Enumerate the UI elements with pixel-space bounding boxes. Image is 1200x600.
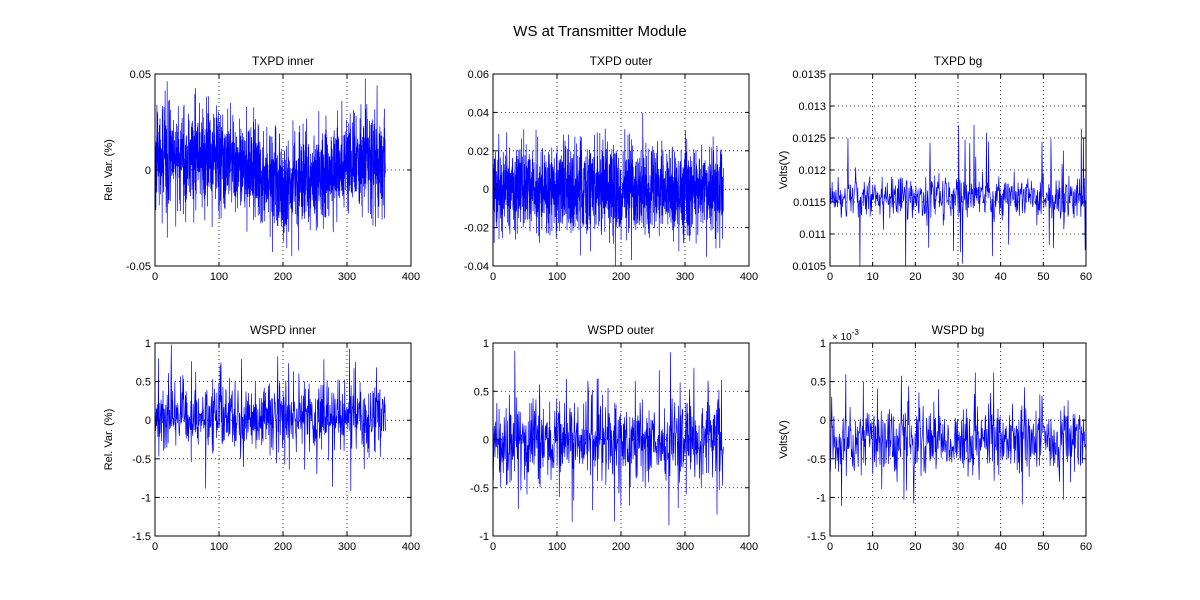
chart-6-xtick-label-2: 20 [909,541,921,553]
chart-2-ytick-label-4: 0.04 [468,107,489,119]
chart-3-xtick-label-4: 40 [995,271,1007,283]
chart-6-xtick-label-1: 10 [867,541,879,553]
chart-2-xtick-label-1: 100 [548,271,566,283]
chart-2-xtick-label-2: 200 [612,271,630,283]
chart-1-xtick-label-2: 200 [274,271,292,283]
chart-3-ytick-label-4: 0.0125 [792,133,826,145]
chart-4-ytick-label-5: 1 [145,338,151,350]
chart-5-ytick-label-2: 0 [483,435,489,447]
chart-6-ytick-label-3: 0 [820,415,826,427]
chart-4-xtick-label-4: 400 [402,541,420,553]
chart-6-ylabel: Volts(V) [778,420,790,459]
chart-3-xtick-label-6: 60 [1080,271,1092,283]
chart-2-ytick-label-5: 0.06 [468,69,489,81]
chart-6-ytick-label-5: 1 [820,338,826,350]
chart-5-xtick-label-3: 300 [676,541,694,553]
chart-6-series-line-1 [830,372,1086,507]
chart-6-ytick-label-2: -0.5 [807,454,826,466]
chart-3-ytick-label-3: 0.012 [798,165,826,177]
chart-1-xtick-label-3: 300 [338,271,356,283]
chart-6-xtick-label-3: 30 [952,541,964,553]
chart-3-xtick-label-2: 20 [909,271,921,283]
chart-6-ytick-label-0: -1.5 [807,531,826,543]
chart-5-xtick-label-4: 400 [740,541,758,553]
chart-1-ytick-label-1: 0 [145,165,151,177]
chart-1-ylabel: Rel. Var. (%) [103,139,115,201]
chart-1-series-line-1 [155,78,386,257]
chart-2-xtick-label-0: 0 [490,271,496,283]
chart-3-ytick-label-2: 0.0115 [793,197,826,209]
chart-6-ytick-label-1: -1 [816,492,826,504]
chart-3-ytick-label-0: 0.0105 [792,261,826,273]
chart-4-ytick-label-0: -1.5 [132,531,151,543]
chart-4-xtick-label-0: 0 [152,541,158,553]
chart-2-title: TXPD outer [590,54,653,68]
chart-4-ytick-label-3: 0 [145,415,151,427]
chart-3-xtick-label-1: 10 [867,271,879,283]
chart-5-ytick-label-0: -1 [479,531,489,543]
chart-4-ytick-label-4: 0.5 [136,377,151,389]
chart-5-xtick-label-1: 100 [548,541,566,553]
figure-title: WS at Transmitter Module [513,23,686,40]
chart-4-xtick-label-1: 100 [210,541,228,553]
chart-6-xtick-label-0: 0 [827,541,833,553]
chart-2-series-line-1 [493,112,724,266]
chart-3-xtick-label-3: 30 [952,271,964,283]
chart-4-xtick-label-2: 200 [274,541,292,553]
chart-1-xtick-label-4: 400 [402,271,420,283]
chart-6-ytick-label-4: 0.5 [811,377,826,389]
chart-3-title: TXPD bg [934,54,983,68]
chart-4-series-line-1 [155,344,386,491]
chart-6: 0 10 20 30 40 50 60 -1.5 -1 -0.5 0 0.5 1 WSPD bg Volts… [778,323,1092,553]
chart-2-xtick-label-4: 400 [740,271,758,283]
chart-2-ytick-label-3: 0.02 [468,146,489,158]
chart-6-exponent-label: × 10-3 [832,328,859,343]
chart-3-xtick-label-5: 50 [1037,271,1049,283]
chart-4-xtick-label-3: 300 [338,541,356,553]
chart-5-ytick-label-3: 0.5 [474,386,489,398]
chart-5-xtick-label-0: 0 [490,541,496,553]
chart-2-xtick-label-3: 300 [676,271,694,283]
chart-4-ytick-label-1: -1 [141,492,151,504]
chart-6-xtick-label-6: 60 [1080,541,1092,553]
chart-5: 0 100 200 300 400 -1 -0.5 0 0.5 1 WSPD outer [470,323,758,553]
chart-1-xtick-label-0: 0 [152,271,158,283]
chart-5-series-line-1 [493,350,724,526]
chart-3-series-line-1 [830,124,1086,266]
chart-5-ytick-label-4: 1 [483,338,489,350]
chart-2-ytick-label-0: -0.04 [464,261,489,273]
chart-5-ytick-label-1: -0.5 [470,483,489,495]
chart-4: 0 100 200 300 400 -1.5 -1 -0.5 0 0.5 1 WSPD inner Re… [103,323,420,553]
chart-2: 0 100 200 300 400 -0.04 -0.02 0 0.02 0.04 0.06 TXPD… [464,54,758,283]
chart-1-xtick-label-1: 100 [210,271,228,283]
chart-3-ytick-label-6: 0.0135 [792,69,826,81]
chart-6-xtick-label-5: 50 [1037,541,1049,553]
chart-3-xtick-label-0: 0 [827,271,833,283]
chart-3-ytick-label-5: 0.013 [798,101,826,113]
chart-6-xtick-label-4: 40 [995,541,1007,553]
chart-5-title: WSPD outer [588,323,655,337]
chart-3-ytick-label-1: 0.011 [799,229,826,241]
chart-6-title: WSPD bg [932,323,985,337]
chart-1-ytick-label-2: 0.05 [130,69,151,81]
chart-4-title: WSPD inner [250,323,316,337]
chart-4-ylabel: Rel. Var. (%) [103,409,115,471]
chart-1-ytick-label-0: -0.05 [126,261,151,273]
chart-1-title: TXPD inner [252,54,314,68]
chart-3: 0 10 20 30 40 50 60 0.0105 0.011 0.0115 0.012 0.012… [778,54,1092,283]
chart-5-xtick-label-2: 200 [612,541,630,553]
chart-3-ylabel: Volts(V) [778,151,790,190]
chart-2-ytick-label-1: -0.02 [464,223,489,235]
chart-2-ytick-label-2: 0 [483,184,489,196]
chart-4-ytick-label-2: -0.5 [132,454,151,466]
